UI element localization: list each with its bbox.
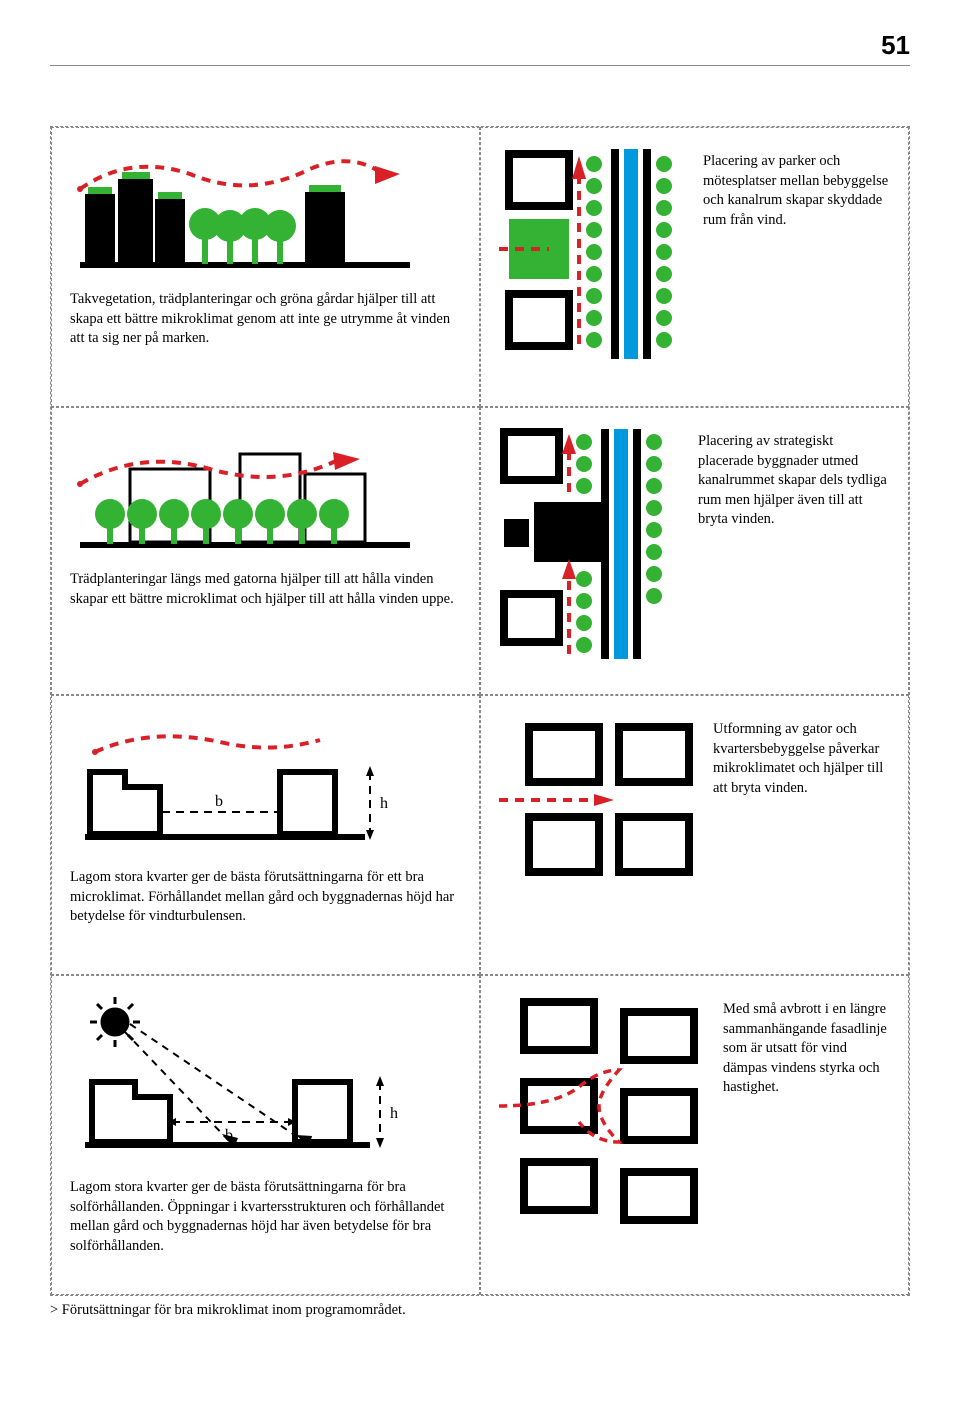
- panel-r2c1: Trädplanteringar längs med gatorna hjälp…: [51, 407, 480, 695]
- caption-r1c2: Placering av parker och mötesplatser mel…: [703, 152, 890, 230]
- panel-r3c1: b h Lagom stora kvarter ger de bästa för…: [51, 695, 480, 975]
- caption-r2c1: Trädplanteringar längs med gatorna hjälp…: [70, 570, 461, 609]
- footnote: > Förutsättningar för bra mikroklimat in…: [50, 1302, 910, 1319]
- diagram-r2c2: [499, 424, 684, 664]
- diagram-r4c2: [499, 992, 709, 1232]
- panel-r1c2: Placering av parker och mötesplatser mel…: [480, 127, 909, 407]
- label-b: b: [215, 793, 223, 810]
- caption-r1c1: Takvegetation, trädplanteringar och grön…: [70, 290, 461, 349]
- caption-r4c1: Lagom stora kvarter ger de bästa förutsä…: [70, 1178, 461, 1256]
- diagram-r2c1: [70, 424, 461, 554]
- caption-r2c2: Placering av strategiskt placerade byggn…: [698, 432, 890, 530]
- caption-r3c1: Lagom stora kvarter ger de bästa förutsä…: [70, 868, 461, 927]
- svg-text:h: h: [390, 1105, 398, 1122]
- label-h: h: [380, 795, 388, 812]
- diagram-r1c1: [70, 144, 461, 274]
- caption-r4c2: Med små avbrott i en längre sammanhängan…: [723, 1000, 890, 1098]
- panel-grid: Takvegetation, trädplanteringar och grön…: [50, 126, 910, 1296]
- panel-r1c1: Takvegetation, trädplanteringar och grön…: [51, 127, 480, 407]
- diagram-r1c2: [499, 144, 689, 364]
- panel-r2c2: Placering av strategiskt placerade byggn…: [480, 407, 909, 695]
- panel-r4c1: b h Lagom stora kvarter ger de bästa för…: [51, 975, 480, 1295]
- panel-r4c2: Med små avbrott i en längre sammanhängan…: [480, 975, 909, 1295]
- svg-text:b: b: [225, 1127, 233, 1144]
- panel-r3c2: Utformning av gator och kvartersbebyggel…: [480, 695, 909, 975]
- page-number: 51: [50, 30, 910, 66]
- diagram-r3c1: b h: [70, 712, 461, 852]
- diagram-r4c1: b h: [70, 992, 461, 1162]
- caption-r3c2: Utformning av gator och kvartersbebyggel…: [713, 720, 890, 798]
- diagram-r3c2: [499, 712, 699, 892]
